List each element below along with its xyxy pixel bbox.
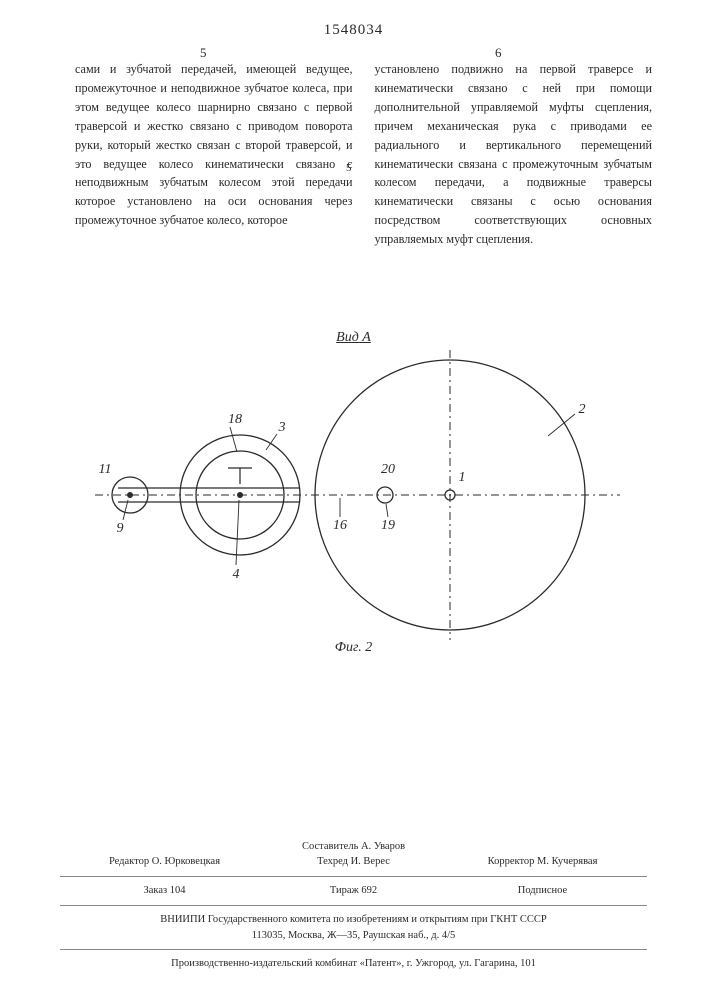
footer-rule-3 [60,949,647,950]
ref-num-16: 16 [333,518,347,534]
footer-sub: Подписное [448,883,637,899]
ref-num-11: 11 [99,462,112,478]
footer-editor: Редактор О. Юрковецкая [70,854,259,870]
footer-rule-1 [60,876,647,877]
ref-num-2: 2 [579,402,586,418]
footer-order-row: Заказ 104 Тираж 692 Подписное [60,883,647,899]
footer-block: Составитель А. Уваров Редактор О. Юркове… [60,839,647,973]
patent-page: 1548034 5 6 5 сами и зубчатой передачей,… [0,0,707,1000]
footer-corr: Корректор М. Кучерявая [448,854,637,870]
footer-credits-row: Редактор О. Юрковецкая Техред И. Верес К… [60,854,647,870]
footer-line3: Производственно-издательский комбинат «П… [60,956,647,972]
figure-2: Вид А 119183416201912 Фиг. 2 [0,330,707,660]
ref-num-19: 19 [381,518,395,534]
text-columns: сами и зубчатой передачей, имеющей ведущ… [75,60,652,249]
footer-tirazh: Тираж 692 [259,883,448,899]
footer-rule-2 [60,905,647,906]
footer-line2: 113035, Москва, Ж—35, Раушская наб., д. … [60,928,647,944]
footer-tech: Техред И. Верес [259,854,448,870]
footer-compiler: Составитель А. Уваров [60,839,647,855]
col-num-left: 5 [200,45,207,61]
ref-num-18: 18 [228,412,242,428]
ref-num-4: 4 [233,567,240,583]
doc-number: 1548034 [0,22,707,39]
ref-num-20: 20 [381,462,395,478]
footer-order: Заказ 104 [70,883,259,899]
ref-num-1: 1 [459,470,466,486]
footer-line1: ВНИИПИ Государственного комитета по изоб… [60,912,647,928]
ref-num-9: 9 [117,521,124,537]
left-column-text: сами и зубчатой передачей, имеющей ведущ… [75,60,353,249]
ref-num-3: 3 [279,420,286,436]
figure-number-label: Фиг. 2 [0,640,707,656]
figure-svg [0,340,707,650]
right-column-text: установлено подвижно на первой траверсе … [375,60,653,249]
col-num-right: 6 [495,45,502,61]
